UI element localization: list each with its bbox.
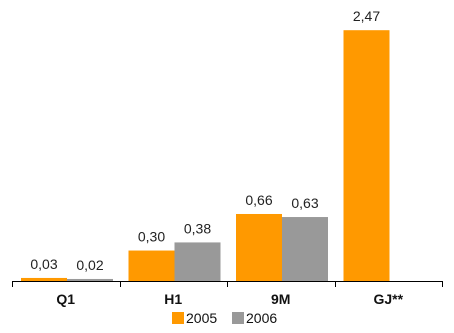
value-label-9m-2006: 0,63 bbox=[291, 195, 318, 211]
value-label-q1-2006: 0,02 bbox=[76, 257, 103, 273]
bar-9m-2005 bbox=[236, 213, 282, 281]
category-label-9m: 9M bbox=[271, 291, 290, 307]
value-label-h1-2006: 0,38 bbox=[184, 220, 211, 236]
bars-layer bbox=[21, 30, 390, 282]
legend-swatch-2005 bbox=[172, 312, 184, 324]
bar-9m-2006 bbox=[282, 217, 328, 281]
bar-gj-2005 bbox=[343, 30, 390, 282]
bar-q1-2005 bbox=[21, 277, 67, 281]
value-label-q1-2005: 0,03 bbox=[30, 256, 57, 272]
bar-q1-2006 bbox=[67, 278, 113, 281]
value-label-9m-2005: 0,66 bbox=[245, 192, 272, 208]
x-axis bbox=[12, 281, 443, 287]
category-labels-layer: Q1 H1 9M GJ** bbox=[56, 291, 403, 307]
legend-label-2005: 2005 bbox=[186, 310, 217, 326]
category-label-h1: H1 bbox=[164, 291, 182, 307]
bar-h1-2005 bbox=[128, 250, 175, 281]
category-label-q1: Q1 bbox=[56, 291, 75, 307]
value-labels-layer: 0,03 0,02 0,30 0,38 0,66 0,63 2,47 bbox=[30, 8, 380, 273]
value-label-h1-2005: 0,30 bbox=[138, 229, 165, 245]
legend-label-2006: 2006 bbox=[246, 310, 277, 326]
legend-swatch-2006 bbox=[232, 312, 244, 324]
bar-h1-2006 bbox=[174, 242, 221, 281]
legend: 2005 2006 bbox=[172, 310, 277, 326]
value-label-gj-2005: 2,47 bbox=[353, 8, 380, 24]
category-label-gj: GJ** bbox=[373, 291, 403, 307]
